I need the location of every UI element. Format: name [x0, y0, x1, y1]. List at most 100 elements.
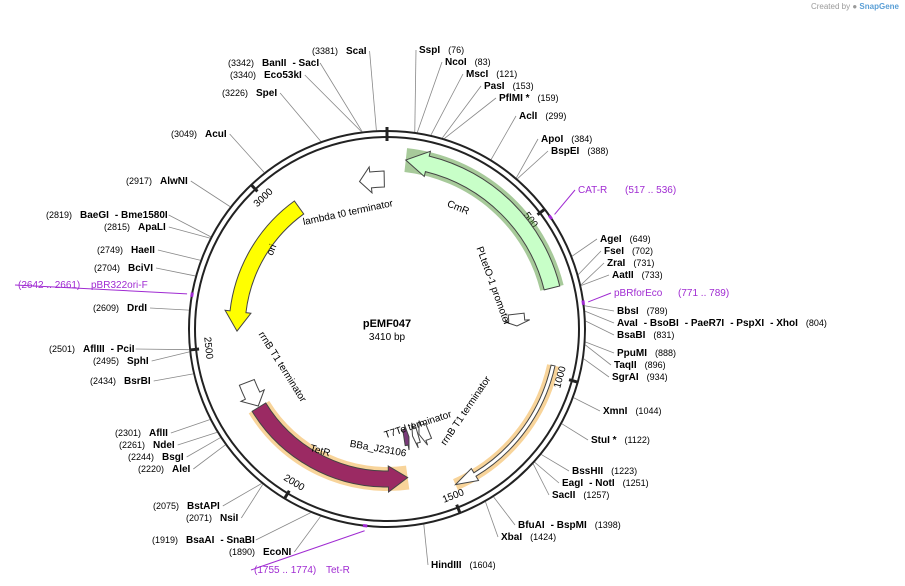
- enzyme-bstapi[interactable]: BstAPI: [187, 501, 220, 512]
- primer-pbr322ori-f-name[interactable]: pBR322ori-F: [91, 280, 148, 291]
- enzyme-aatii[interactable]: AatII: [612, 270, 634, 281]
- enzyme-bspmi[interactable]: - BspMI: [551, 520, 587, 531]
- enzyme-msci[interactable]: MscI: [466, 69, 488, 80]
- feature-bba-j23106-arrow[interactable]: [402, 424, 410, 451]
- feature-pltet-o1-arrow[interactable]: [503, 312, 530, 327]
- enzyme-nsii[interactable]: NsiI: [220, 513, 239, 524]
- site-pflmi[interactable]: PflMI * (159): [499, 93, 559, 104]
- site-nsii[interactable]: (2071) NsiI: [186, 513, 239, 524]
- primer-tet-r-name[interactable]: Tet-R: [326, 565, 350, 576]
- enzyme-econi[interactable]: EcoNI: [263, 547, 292, 558]
- site-xmni[interactable]: XmnI (1044): [603, 406, 661, 417]
- feature-t7te-arrow[interactable]: [411, 422, 421, 449]
- feature-ori-arrow[interactable]: [224, 200, 305, 332]
- enzyme-hindiii[interactable]: HindIII: [431, 560, 462, 571]
- site-scai[interactable]: (3381) ScaI: [312, 46, 367, 57]
- enzyme-pcii[interactable]: - PciI: [111, 344, 135, 355]
- site-haeii[interactable]: (2749) HaeII: [97, 245, 155, 256]
- site-zrai[interactable]: ZraI (731): [607, 258, 654, 269]
- enzyme-pspxi[interactable]: - PspXI: [730, 318, 764, 329]
- feature-cds-1000-arrow[interactable]: [454, 364, 556, 486]
- enzyme-bsabi[interactable]: BsaBI: [617, 330, 646, 341]
- enzyme-bcivi[interactable]: BciVI: [128, 263, 153, 274]
- enzyme-noti[interactable]: - NotI: [589, 478, 615, 489]
- enzyme-sgrai[interactable]: SgrAI: [612, 372, 639, 383]
- enzyme-bspei[interactable]: BspEI: [551, 146, 580, 157]
- feature-cmr-arrow[interactable]: [404, 150, 561, 291]
- site-pasi[interactable]: PasI (153): [484, 81, 534, 92]
- enzyme-sphi[interactable]: SphI: [127, 356, 149, 367]
- site-bsshii[interactable]: BssHII (1223): [572, 466, 637, 477]
- site-bsrbi[interactable]: (2434) BsrBI: [90, 376, 151, 387]
- enzyme-ppumi[interactable]: PpuMI: [617, 348, 647, 359]
- enzyme-acui[interactable]: AcuI: [205, 129, 227, 140]
- site-bstapi[interactable]: (2075) BstAPI: [153, 501, 220, 512]
- site-xbai[interactable]: XbaI (1424): [501, 532, 556, 543]
- feature-rrnb-t1-left-arrow[interactable]: [238, 378, 266, 407]
- site-sphi[interactable]: (2495) SphI: [93, 356, 149, 367]
- enzyme-scai[interactable]: ScaI: [346, 46, 367, 57]
- site-spei[interactable]: (3226) SpeI: [222, 88, 277, 99]
- site-apoi[interactable]: ApoI (384): [541, 134, 592, 145]
- site-bsgi[interactable]: (2244) BsgI: [128, 452, 184, 463]
- site-sgrai[interactable]: SgrAI (934): [612, 372, 668, 383]
- enzyme-bsshii[interactable]: BssHII: [572, 466, 603, 477]
- site-stui[interactable]: StuI * (1122): [591, 435, 650, 446]
- enzyme-alei[interactable]: AleI: [172, 464, 191, 475]
- enzyme-paer7i[interactable]: - PaeR7I: [685, 318, 725, 329]
- enzyme-sacii[interactable]: SacII: [552, 490, 576, 501]
- enzyme-bsobi[interactable]: - BsoBI: [644, 318, 679, 329]
- enzyme-apali[interactable]: ApaLI: [138, 222, 166, 233]
- enzyme-sspi[interactable]: SspI: [419, 45, 440, 56]
- site-aatii[interactable]: AatII (733): [612, 270, 663, 281]
- site-apali[interactable]: (2815) ApaLI: [104, 222, 166, 233]
- enzyme-taqii[interactable]: TaqII: [614, 360, 637, 371]
- site-avai[interactable]: AvaI - BsoBI - PaeR7I - PspXI - XhoI (804): [617, 318, 827, 329]
- feature-lambda-t0-arrow[interactable]: [358, 165, 385, 195]
- enzyme-afliii[interactable]: AflIII: [83, 344, 105, 355]
- primer-pbrforeco-name[interactable]: pBRforEco: [614, 288, 663, 299]
- site-msci[interactable]: MscI (121): [466, 69, 517, 80]
- site-taqii[interactable]: TaqII (896): [614, 360, 666, 371]
- site-fsei[interactable]: FseI (702): [604, 246, 653, 257]
- site-bbsi[interactable]: BbsI (789): [617, 306, 668, 317]
- site-econi[interactable]: (1890) EcoNI: [229, 547, 292, 558]
- enzyme-avai[interactable]: AvaI: [617, 318, 638, 329]
- enzyme-pasi[interactable]: PasI: [484, 81, 505, 92]
- enzyme-apoi[interactable]: ApoI: [541, 134, 563, 145]
- enzyme-ndei[interactable]: NdeI: [153, 440, 175, 451]
- enzyme-banii[interactable]: BanII: [262, 58, 287, 69]
- enzyme-bsgi[interactable]: BsgI: [162, 452, 184, 463]
- feature-tetr-arrow[interactable]: [251, 402, 409, 493]
- site-sspi[interactable]: SspI (76): [419, 45, 464, 56]
- enzyme-xmni[interactable]: XmnI: [603, 406, 628, 417]
- enzyme-xhoi[interactable]: - XhoI: [770, 318, 798, 329]
- enzyme-pflmi[interactable]: PflMI *: [499, 93, 530, 104]
- feature-rrnb-t1-bottom-arrow[interactable]: [418, 420, 433, 446]
- enzyme-acli[interactable]: AclI: [519, 111, 538, 122]
- site-eagi[interactable]: EagI - NotI (1251): [562, 478, 649, 489]
- enzyme-haeii[interactable]: HaeII: [131, 245, 155, 256]
- site-baegi[interactable]: (2819) BaeGI - Bme1580I: [46, 210, 168, 221]
- primer-pbrforeco-mark[interactable]: [581, 300, 586, 305]
- site-bfuai[interactable]: BfuAI - BspMI (1398): [518, 520, 621, 531]
- site-bspei[interactable]: BspEI (388): [551, 146, 608, 157]
- enzyme-bme1580i[interactable]: - Bme1580I: [115, 210, 168, 221]
- enzyme-snabi[interactable]: - SnaBI: [220, 535, 255, 546]
- site-ppumi[interactable]: PpuMI (888): [617, 348, 676, 359]
- enzyme-stui[interactable]: StuI *: [591, 435, 617, 446]
- enzyme-bsrbi[interactable]: BsrBI: [124, 376, 151, 387]
- site-alwni[interactable]: (2917) AlwNI: [126, 176, 188, 187]
- enzyme-eco53ki[interactable]: Eco53kI: [264, 70, 302, 81]
- site-ndei[interactable]: (2261) NdeI: [119, 440, 175, 451]
- enzyme-drdi[interactable]: DrdI: [127, 303, 147, 314]
- site-bcivi[interactable]: (2704) BciVI: [94, 263, 153, 274]
- site-aflii[interactable]: (2301) AflII: [115, 428, 168, 439]
- site-afliii[interactable]: (2501) AflIII - PciI: [49, 344, 135, 355]
- enzyme-bfuai[interactable]: BfuAI: [518, 520, 545, 531]
- enzyme-eagi[interactable]: EagI: [562, 478, 583, 489]
- enzyme-ncoi[interactable]: NcoI: [445, 57, 467, 68]
- site-sacii[interactable]: SacII (1257): [552, 490, 609, 501]
- enzyme-alwni[interactable]: AlwNI: [160, 176, 188, 187]
- site-agei[interactable]: AgeI (649): [600, 234, 651, 245]
